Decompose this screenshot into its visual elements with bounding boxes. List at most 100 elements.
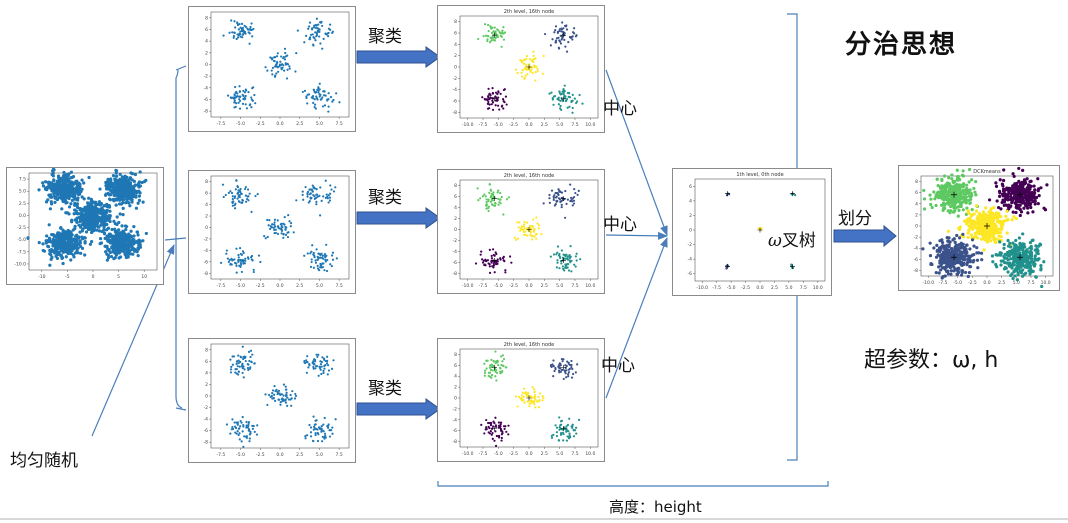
- data-point: [321, 96, 324, 99]
- data-point: [944, 244, 948, 248]
- data-point: [493, 204, 496, 207]
- data-point: [238, 107, 242, 110]
- x-tick-label: -5.0: [236, 121, 245, 127]
- data-point: [941, 275, 945, 279]
- data-point: [84, 209, 88, 213]
- data-point: [314, 259, 317, 262]
- data-point: [994, 225, 998, 229]
- data-point: [71, 175, 76, 179]
- data-point: [494, 95, 497, 98]
- x-tick-label: 2.5: [296, 283, 303, 289]
- data-point: [113, 230, 117, 234]
- data-point: [67, 180, 72, 184]
- data-point: [534, 398, 537, 401]
- data-point: [135, 230, 139, 234]
- data-point: [284, 394, 287, 398]
- data-point: [290, 404, 293, 407]
- y-tick-label: 4: [205, 202, 208, 208]
- data-point: [105, 252, 109, 256]
- data-point: [982, 248, 986, 252]
- data-point: [248, 42, 251, 45]
- data-point: [236, 421, 240, 424]
- data-point: [312, 193, 315, 197]
- data-point: [502, 26, 505, 29]
- data-point: [1000, 224, 1004, 229]
- data-point: [322, 37, 325, 40]
- data-point: [560, 262, 563, 265]
- data-point: [488, 371, 492, 374]
- data-point: [243, 368, 246, 371]
- data-point: [233, 258, 236, 261]
- data-point: [310, 28, 314, 31]
- data-point: [52, 178, 56, 182]
- data-point: [318, 194, 321, 197]
- data-point: [976, 229, 980, 233]
- data-point: [962, 188, 966, 192]
- data-point: [225, 252, 228, 255]
- data-point: [1026, 211, 1030, 215]
- data-point: [74, 187, 78, 191]
- data-point: [246, 256, 250, 259]
- data-point: [338, 101, 341, 104]
- data-point: [557, 193, 560, 197]
- clustered-sample-plot-1: 2th level, 16th node -10.0 -7.5 -5.0 -2.5 0.0…: [437, 5, 605, 133]
- data-point: [78, 184, 82, 188]
- data-point: [493, 26, 496, 29]
- data-point: [325, 243, 328, 246]
- data-point: [314, 367, 317, 370]
- y-tick-label: 0: [205, 62, 208, 68]
- data-point: [267, 393, 271, 397]
- data-point: [306, 195, 309, 198]
- data-point: [309, 435, 313, 438]
- data-point: [322, 262, 325, 265]
- data-point: [536, 222, 539, 225]
- data-point: [1013, 274, 1017, 278]
- data-point: [1032, 194, 1036, 198]
- data-point: [541, 72, 545, 75]
- data-point: [566, 255, 569, 258]
- data-point: [540, 233, 543, 236]
- data-point: [96, 225, 100, 229]
- data-point: [55, 187, 59, 191]
- data-point: [309, 188, 312, 191]
- data-point: [322, 423, 325, 426]
- data-point: [494, 350, 497, 353]
- data-point: [1020, 274, 1025, 278]
- data-point: [530, 59, 533, 62]
- data-point: [1009, 273, 1013, 278]
- data-point: [526, 72, 529, 76]
- data-point: [57, 176, 61, 180]
- data-point: [102, 210, 106, 214]
- data-point: [552, 198, 555, 201]
- data-point: [1028, 184, 1032, 188]
- data-point: [956, 246, 960, 250]
- data-point: [45, 234, 49, 238]
- data-point: [565, 253, 568, 256]
- cluster-center-mark: [561, 196, 566, 202]
- data-point: [528, 63, 531, 66]
- data-point: [942, 174, 947, 178]
- data-point: [516, 237, 520, 240]
- data-point: [1022, 187, 1026, 191]
- data-point: [242, 445, 245, 448]
- data-point: [1012, 174, 1016, 179]
- data-point: [249, 28, 252, 32]
- data-point: [542, 54, 545, 58]
- data-point: [58, 195, 62, 200]
- data-point: [313, 103, 317, 106]
- data-point: [62, 192, 66, 196]
- data-point: [115, 215, 119, 219]
- data-point: [226, 94, 230, 97]
- data-point: [966, 210, 970, 214]
- data-point: [246, 195, 249, 198]
- data-point: [83, 214, 87, 219]
- data-point: [576, 100, 579, 103]
- data-point: [113, 193, 117, 197]
- data-point: [332, 190, 336, 193]
- data-point: [280, 229, 284, 232]
- data-point: [125, 200, 130, 204]
- data-point: [242, 376, 245, 379]
- data-point: [256, 424, 259, 427]
- data-point: [552, 196, 555, 199]
- data-point: [499, 421, 503, 424]
